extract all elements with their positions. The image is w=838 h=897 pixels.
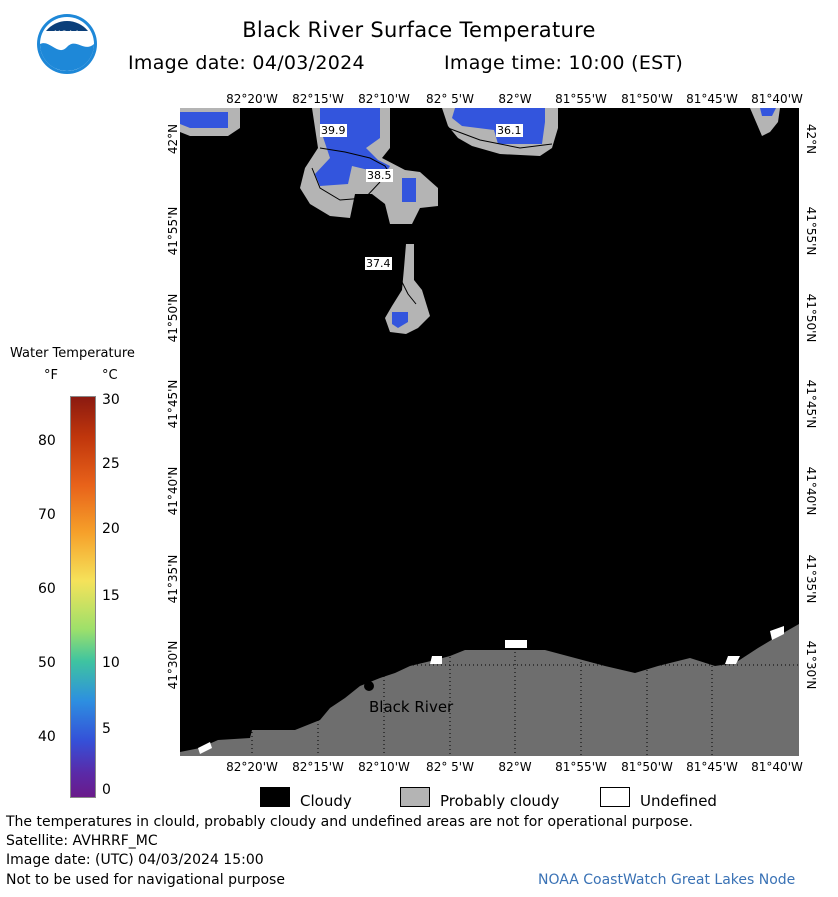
lat-label-right: 41°45'N <box>804 379 818 429</box>
lon-label-bottom: 82°15'W <box>292 760 344 774</box>
key-swatch-undefined <box>600 787 630 807</box>
lon-label-top: 81°50'W <box>621 92 673 106</box>
lon-label-bottom: 81°45'W <box>686 760 738 774</box>
undefined-area <box>198 742 212 754</box>
lat-label-right: 42°N <box>804 123 818 155</box>
temperature-label: 39.9 <box>320 124 347 137</box>
lon-label-bottom: 81°55'W <box>555 760 607 774</box>
key-label-undefined: Undefined <box>640 792 717 810</box>
legend-c-tick: 5 <box>102 721 111 737</box>
water-patch-far-east <box>750 108 780 136</box>
lon-label-top: 81°40'W <box>751 92 803 106</box>
lon-label-top: 82°20'W <box>226 92 278 106</box>
legend-c-tick: 30 <box>102 392 120 408</box>
color-scale-bar <box>70 396 96 798</box>
lat-label-left: 41°30'N <box>166 640 180 690</box>
logo-text: NOAA <box>54 30 81 40</box>
lat-label-left: 41°55'N <box>166 206 180 256</box>
legend-f-tick: 50 <box>38 655 56 671</box>
lat-label-left: 41°45'N <box>166 379 180 429</box>
legend-f-tick: 40 <box>38 729 56 745</box>
land-area <box>180 624 799 756</box>
footer-credit: NOAA CoastWatch Great Lakes Node <box>538 872 796 888</box>
footer-nav-warning: Not to be used for navigational purpose <box>6 872 285 888</box>
lat-label-right: 41°30'N <box>804 640 818 690</box>
lon-label-top: 82°15'W <box>292 92 344 106</box>
lat-label-left: 42°N <box>166 123 180 155</box>
lon-label-bottom: 82°10'W <box>358 760 410 774</box>
page-title: Black River Surface Temperature <box>242 18 596 42</box>
lon-label-bottom: 82° 5'W <box>426 760 474 774</box>
lon-label-top: 82°W <box>498 92 532 106</box>
water-patch-top-left <box>180 108 240 136</box>
lat-label-right: 41°55'N <box>804 206 818 256</box>
place-label-black-river: Black River <box>369 698 454 716</box>
key-swatch-cloudy <box>260 787 290 807</box>
lon-label-bottom: 81°50'W <box>621 760 673 774</box>
map-panel <box>180 108 799 756</box>
key-label-probably-cloudy: Probably cloudy <box>440 792 560 810</box>
water-patch-mid <box>385 244 430 334</box>
lat-label-right: 41°35'N <box>804 554 818 604</box>
legend-c-tick: 10 <box>102 655 120 671</box>
key-label-cloudy: Cloudy <box>300 792 352 810</box>
footer-disclaimer: The temperatures in clould, probably clo… <box>6 814 693 830</box>
legend-f-tick: 70 <box>38 507 56 523</box>
lat-label-right: 41°50'N <box>804 293 818 343</box>
lon-label-bottom: 82°W <box>498 760 532 774</box>
undefined-area <box>770 626 784 640</box>
undefined-area <box>505 640 527 648</box>
image-date: Image date: 04/03/2024 <box>128 52 365 74</box>
graticule <box>251 648 799 756</box>
footer-utc-date: Image date: (UTC) 04/03/2024 15:00 <box>6 852 264 868</box>
lon-label-top: 81°55'W <box>555 92 607 106</box>
image-time: Image time: 10:00 (EST) <box>444 52 684 74</box>
lat-label-left: 41°40'N <box>166 466 180 516</box>
legend-f-tick: 80 <box>38 433 56 449</box>
legend-c-tick: 0 <box>102 782 111 798</box>
map-svg <box>180 108 799 756</box>
legend-title: Water Temperature <box>10 346 135 361</box>
black-river-marker <box>364 681 374 691</box>
lon-label-bottom: 81°40'W <box>751 760 803 774</box>
temperature-label: 37.4 <box>365 257 392 270</box>
lat-label-left: 41°35'N <box>166 554 180 604</box>
lat-label-right: 41°40'N <box>804 466 818 516</box>
lon-label-top: 82° 5'W <box>426 92 474 106</box>
lon-label-bottom: 82°20'W <box>226 760 278 774</box>
lat-label-left: 41°50'N <box>166 293 180 343</box>
legend-unit-c: °C <box>102 368 118 383</box>
temperature-label: 38.5 <box>366 169 393 182</box>
noaa-logo: NOAA <box>36 13 98 75</box>
legend-c-tick: 25 <box>102 456 120 472</box>
undefined-area <box>430 656 442 664</box>
footer-satellite: Satellite: AVHRRF_MC <box>6 833 158 849</box>
key-swatch-probably-cloudy <box>400 787 430 807</box>
lon-label-top: 82°10'W <box>358 92 410 106</box>
undefined-area <box>725 656 740 664</box>
lon-label-top: 81°45'W <box>686 92 738 106</box>
legend-c-tick: 20 <box>102 521 120 537</box>
legend-unit-f: °F <box>44 368 58 383</box>
temperature-label: 36.1 <box>496 124 523 137</box>
legend-c-tick: 15 <box>102 588 120 604</box>
legend-f-tick: 60 <box>38 581 56 597</box>
cloud-area <box>180 108 799 756</box>
